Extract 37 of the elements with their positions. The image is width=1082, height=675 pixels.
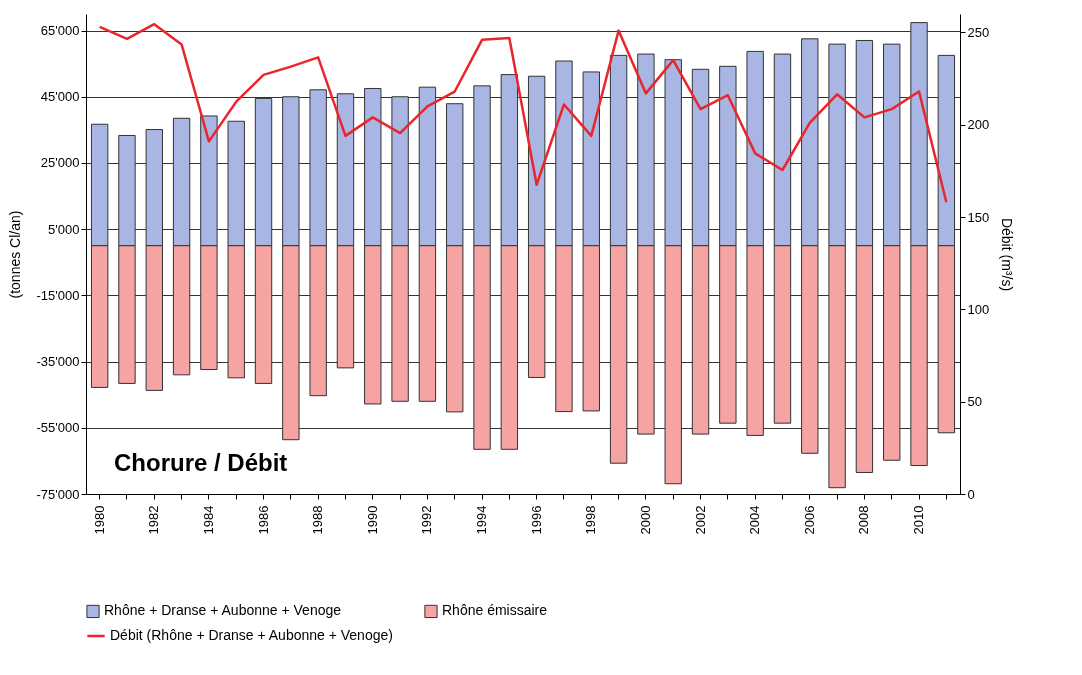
y-tick-label: 25'000 bbox=[40, 155, 80, 171]
y2-axis-title: Débit (m³/s) bbox=[999, 217, 1016, 292]
y-axis-title: (tonnes Cl/an) bbox=[6, 210, 23, 299]
y-tick-label: 65'000 bbox=[40, 23, 80, 39]
x-tick-label: 1996 bbox=[528, 505, 544, 535]
y-tick-label: 45'000 bbox=[40, 89, 80, 105]
y2-tick-label: 100 bbox=[967, 301, 990, 317]
x-tick-label: 2002 bbox=[692, 505, 708, 535]
x-tick-label: 1986 bbox=[255, 505, 271, 535]
x-tick-label: 1984 bbox=[200, 505, 216, 535]
y2-tick-label: 200 bbox=[967, 117, 990, 133]
x-tick-label: 2008 bbox=[856, 505, 872, 535]
text: Chorure / Débit bbox=[114, 449, 288, 476]
legend-label: Rhône émissaire bbox=[442, 602, 548, 619]
y2-tick-label: 0 bbox=[967, 486, 975, 502]
x-tick-label: 1998 bbox=[583, 505, 599, 535]
x-tick-label: 2006 bbox=[801, 505, 817, 535]
legend-label: Rhône + Dranse + Aubonne + Venoge bbox=[104, 602, 342, 619]
y-tick-label: -35'000 bbox=[36, 354, 80, 370]
x-tick-label: 1992 bbox=[419, 505, 435, 535]
y-tick-label: -15'000 bbox=[36, 287, 80, 303]
y-tick-label: -75'000 bbox=[36, 486, 80, 502]
y2-tick-label: 50 bbox=[967, 394, 982, 410]
y-tick-label: 5'000 bbox=[48, 221, 80, 237]
line-series bbox=[98, 22, 948, 204]
x-tick-label: 1982 bbox=[146, 505, 162, 535]
legend-label: Débit (Rhône + Dranse + Aubonne + Venoge) bbox=[110, 627, 393, 643]
y2-tick-label: 150 bbox=[967, 209, 990, 225]
x-tick-label: 1994 bbox=[474, 505, 490, 535]
x-tick-label: 2000 bbox=[637, 505, 653, 535]
x-tick-label: 2010 bbox=[911, 505, 927, 535]
x-tick-label: 1980 bbox=[91, 505, 107, 535]
x-tick-label: 1988 bbox=[310, 505, 326, 535]
y-tick-label: -55'000 bbox=[36, 420, 80, 436]
y2-tick-label: 250 bbox=[967, 24, 990, 40]
x-tick-label: 1990 bbox=[364, 505, 380, 535]
x-tick-label: 2004 bbox=[747, 505, 763, 535]
